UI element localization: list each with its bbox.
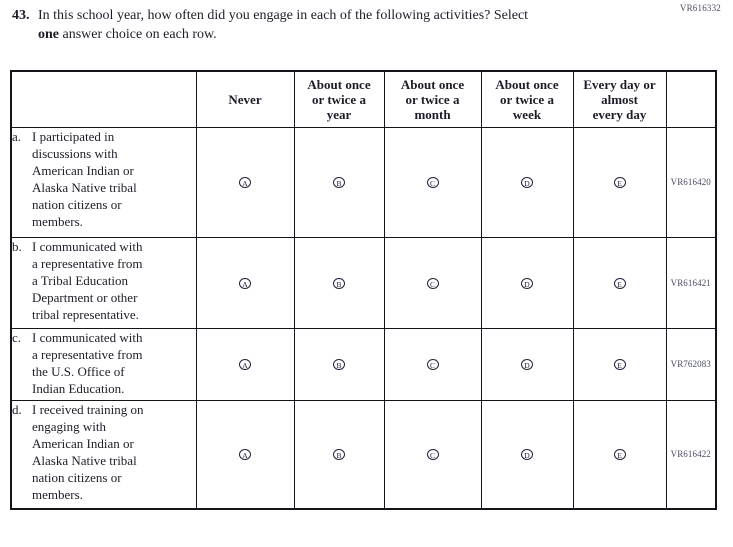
- question-number: 43.: [12, 8, 30, 23]
- answer-bubble-c[interactable]: C: [426, 359, 439, 370]
- answer-bubble-d[interactable]: D: [521, 449, 533, 461]
- row-label: d. I received training on engaging with …: [10, 399, 197, 510]
- answer-cell-never: A: [195, 126, 295, 238]
- answer-bubble-e[interactable]: E: [613, 177, 626, 188]
- answer-cell-every-day: E: [572, 399, 667, 510]
- row-code: VR616421: [665, 236, 717, 329]
- question-line-2: one answer choice on each row.: [38, 27, 217, 42]
- row-letter: a.: [12, 128, 22, 144]
- column-header-once-twice-month: About once or twice a month: [383, 70, 482, 128]
- answer-cell-year: B: [293, 126, 385, 238]
- row-label-text: I communicated with a representative fro…: [32, 238, 143, 322]
- header-row: Never About once or twice a year About o…: [10, 70, 717, 128]
- answer-cell-year: B: [293, 327, 385, 401]
- row-letter: d.: [12, 401, 22, 417]
- answer-cell-never: A: [195, 327, 295, 401]
- answer-cell-week: D: [480, 327, 574, 401]
- row-label: b. I communicated with a representative …: [10, 236, 197, 329]
- answer-bubble-a[interactable]: A: [239, 277, 251, 289]
- answer-bubble-b[interactable]: B: [333, 177, 345, 188]
- row-code: VR616420: [665, 126, 717, 238]
- table-row-d: d. I received training on engaging with …: [10, 399, 717, 510]
- answer-cell-month: C: [383, 327, 482, 401]
- question-line-2-rest: answer choice on each row.: [59, 26, 217, 42]
- form-code: VR616332: [679, 3, 721, 13]
- answer-cell-year: B: [293, 236, 385, 329]
- answer-bubble-e[interactable]: E: [613, 449, 626, 461]
- answer-bubble-a[interactable]: A: [239, 177, 251, 188]
- column-header-never: Never: [195, 70, 295, 128]
- answer-cell-week: D: [480, 126, 574, 238]
- table-row-a: a. I participated in discussions with Am…: [10, 126, 717, 238]
- row-code: VR762083: [665, 327, 717, 401]
- row-label: a. I participated in discussions with Am…: [10, 126, 197, 238]
- table-row-c: c. I communicated with a representative …: [10, 327, 717, 401]
- answer-cell-every-day: E: [572, 327, 667, 401]
- question-bold-word: one: [38, 26, 59, 42]
- answer-bubble-b[interactable]: B: [333, 449, 345, 461]
- answer-bubble-a[interactable]: A: [239, 359, 251, 370]
- answer-cell-month: C: [383, 399, 482, 510]
- answer-cell-week: D: [480, 399, 574, 510]
- answer-bubble-e[interactable]: E: [613, 277, 626, 289]
- answer-bubble-d[interactable]: D: [521, 277, 533, 289]
- answer-bubble-c[interactable]: C: [426, 177, 439, 188]
- answer-cell-month: C: [383, 126, 482, 238]
- column-header-every-day: Every day or almost every day: [572, 70, 667, 128]
- row-code: VR616422: [665, 399, 717, 510]
- survey-table: Never About once or twice a year About o…: [10, 70, 717, 510]
- question-line-1: In this school year, how often did you e…: [38, 8, 529, 23]
- answer-cell-never: A: [195, 236, 295, 329]
- row-letter: b.: [12, 238, 22, 254]
- answer-bubble-d[interactable]: D: [521, 359, 533, 370]
- question-text: In this school year, how often did you e…: [38, 7, 528, 44]
- table-row-b: b. I communicated with a representative …: [10, 236, 717, 329]
- answer-bubble-e[interactable]: E: [613, 359, 626, 370]
- row-label-text: I communicated with a representative fro…: [32, 329, 143, 396]
- answer-bubble-b[interactable]: B: [333, 359, 345, 370]
- answer-bubble-a[interactable]: A: [239, 449, 251, 461]
- row-label-text: I received training on engaging with Ame…: [32, 401, 144, 502]
- answer-cell-never: A: [195, 399, 295, 510]
- column-header-once-twice-year: About once or twice a year: [293, 70, 385, 128]
- question-block: 43. In this school year, how often did y…: [12, 7, 652, 44]
- answer-cell-year: B: [293, 399, 385, 510]
- header-empty-code: [665, 70, 717, 128]
- column-header-once-twice-week: About once or twice a week: [480, 70, 574, 128]
- answer-cell-every-day: E: [572, 126, 667, 238]
- answer-cell-week: D: [480, 236, 574, 329]
- row-letter: c.: [12, 329, 22, 345]
- answer-bubble-b[interactable]: B: [333, 277, 345, 289]
- answer-cell-every-day: E: [572, 236, 667, 329]
- answer-cell-month: C: [383, 236, 482, 329]
- answer-bubble-c[interactable]: C: [426, 277, 439, 289]
- header-empty-activity: [10, 70, 197, 128]
- answer-bubble-c[interactable]: C: [426, 449, 439, 461]
- answer-bubble-d[interactable]: D: [521, 177, 533, 188]
- row-label-text: I participated in discussions with Ameri…: [32, 128, 137, 229]
- row-label: c. I communicated with a representative …: [10, 327, 197, 401]
